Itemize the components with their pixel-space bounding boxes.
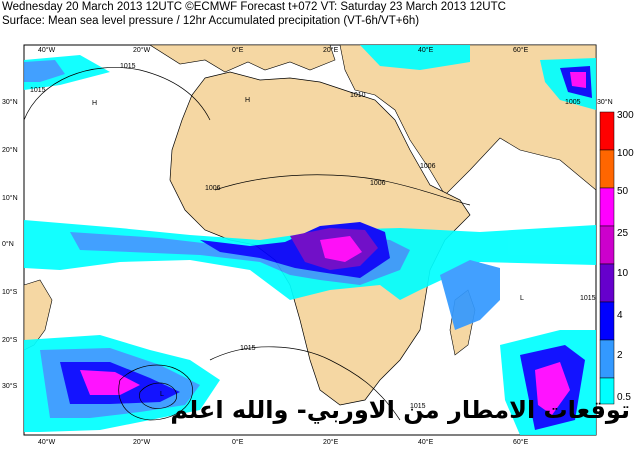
lat-tick: 30°N [597,98,613,106]
low-pressure-marker: L [160,391,164,398]
lat-ticks-right: 30°N [597,98,613,106]
header-title: Wednesday 20 March 2013 12UTC ©ECMWF For… [2,1,506,13]
colorbar-label: 25 [617,228,629,239]
colorbar-label: 4 [617,310,623,321]
lat-tick: 20°N [2,146,18,154]
lon-ticks-top: 40°W 20°W 0°E 20°E 40°E 60°E [38,46,529,54]
colorbar [599,111,615,405]
colorbar-label: 0.5 [617,392,631,403]
isobar-label: 1010 [350,92,366,99]
lon-tick: 40°E [418,438,434,446]
lon-tick: 20°E [323,438,339,446]
isobar-label: 1015 [240,345,256,352]
colorbar-swatch [599,225,615,265]
lat-tick: 30°S [2,382,18,390]
lon-tick: 20°W [133,438,151,446]
colorbar-swatch [599,339,615,379]
high-pressure-marker: H [92,100,97,107]
lon-tick: 40°W [38,438,56,446]
lon-tick: 0°E [232,46,244,54]
colorbar-label: 10 [617,268,629,279]
colorbar-swatch [599,187,615,227]
colorbar-swatch [599,149,615,189]
header-subtitle: Surface: Mean sea level pressure / 12hr … [2,15,420,27]
isobar-label: 1005 [565,99,581,106]
lat-ticks-left: 30°N 20°N 10°N 0°N 10°S 20°S 30°S [2,98,18,390]
colorbar-swatch [599,263,615,303]
lon-tick: 40°W [38,46,56,54]
land-europe [148,44,336,73]
low-pressure-marker: L [520,295,524,302]
isobar-label: 1015 [30,87,46,94]
lat-tick: 10°N [2,194,18,202]
lon-tick: 20°E [323,46,339,54]
lon-ticks-bottom: 40°W 20°W 0°E 20°E 40°E 60°E [38,438,529,446]
isobar-label: 1006 [370,180,386,187]
colorbar-label: 2 [617,350,623,361]
lon-tick: 60°E [513,438,529,446]
lon-tick: 60°E [513,46,529,54]
lat-tick: 10°S [2,288,18,296]
lat-tick: 0°N [2,240,14,248]
colorbar-swatch [599,377,615,405]
lat-tick: 30°N [2,98,18,106]
isobars [23,67,471,421]
isobar-label: 1015 [580,295,596,302]
isobar-label: 1006 [205,185,221,192]
lon-tick: 40°E [418,46,434,54]
lon-tick: 20°W [133,46,151,54]
pressure-centres: H H L L [92,97,524,398]
colorbar-swatch [599,301,615,341]
colorbar-label: 300 [617,110,634,121]
isobar-labels: 1015 1015 1010 1006 1006 1005 1006 1015 … [30,63,596,410]
precipitation [24,45,596,435]
lat-tick: 20°S [2,336,18,344]
isobar-label: 1015 [410,403,426,410]
arabic-overlay-caption: توقعات الامطار من الاوربي- والله اعلم [170,396,630,424]
isobar-label: 1015 [120,63,136,70]
high-pressure-marker: H [245,97,250,104]
colorbar-label: 50 [617,186,629,197]
lon-tick: 0°E [232,438,244,446]
colorbar-label: 100 [617,148,634,159]
colorbar-swatch [599,111,615,151]
isobar-label: 1006 [420,163,436,170]
